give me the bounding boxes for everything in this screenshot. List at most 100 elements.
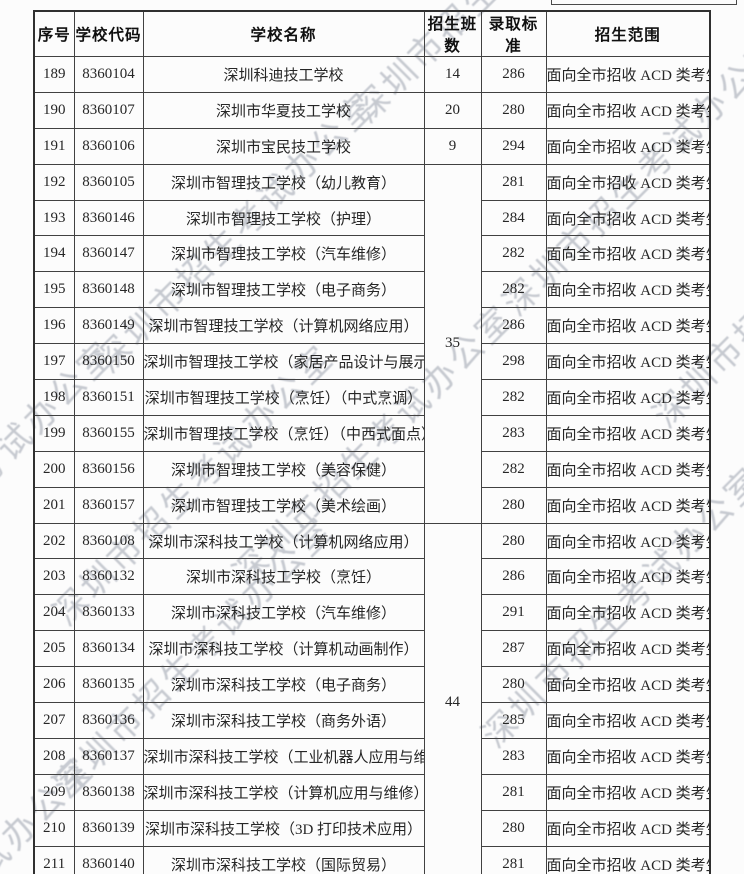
col-header-admission-scope: 招生范围 (545, 10, 711, 57)
cell-admission-scope: 面向全市招收 ACD 类考生 (545, 809, 711, 847)
cell-serial: 198 (33, 379, 75, 416)
cell-admission-standard: 291 (480, 594, 547, 632)
table-row: 202 8360108 深圳市深科技工学校（计算机网络应用） 44 280 面向… (33, 522, 711, 874)
cell-admission-standard: 284 (480, 199, 547, 237)
cell-school-code: 8360135 (73, 666, 144, 704)
cell-school-name: 深圳市智理技工学校（家居产品设计与展示） (142, 343, 425, 381)
table-row: 208 8360137 深圳市深科技工学校（工业机器人应用与维护） 283 面向… (33, 737, 711, 775)
col-header-school-name: 学校名称 (142, 10, 425, 57)
cell-school-code: 8360151 (73, 379, 144, 416)
cell-school-name: 深圳市深科技工学校（计算机网络应用） (142, 522, 425, 560)
table-body: 189 8360104 深圳科迪技工学校 14 286 面向全市招收 ACD 类… (33, 56, 711, 874)
cell-school-name: 深圳市华夏技工学校 (142, 91, 425, 129)
cell-admission-standard: 280 (480, 486, 547, 524)
cell-admission-scope: 面向全市招收 ACD 类考生 (545, 845, 711, 874)
cell-school-name: 深圳市智理技工学校（汽车维修） (142, 235, 425, 273)
cell-school-code: 8360132 (73, 558, 144, 596)
cell-school-code: 8360147 (73, 235, 144, 273)
cell-class-count: 44 (423, 522, 482, 874)
table-row: 192 8360105 深圳市智理技工学校（幼儿教育） 35 281 面向全市招… (33, 163, 711, 524)
cell-admission-standard: 280 (480, 809, 547, 847)
cell-school-code: 8360139 (73, 809, 144, 847)
cell-admission-scope: 面向全市招收 ACD 类考生 (545, 127, 711, 165)
cell-serial: 195 (33, 271, 75, 309)
table-row: 197 8360150 深圳市智理技工学校（家居产品设计与展示） 298 面向全… (33, 343, 711, 381)
cell-admission-standard: 285 (480, 702, 547, 739)
cell-school-name: 深圳市深科技工学校（工业机器人应用与维护） (142, 737, 425, 775)
cell-admission-scope: 面向全市招收 ACD 类考生 (545, 737, 711, 775)
cell-school-name: 深圳市深科技工学校（计算机动画制作） (142, 630, 425, 668)
table-row: 207 8360136 深圳市深科技工学校（商务外语） 285 面向全市招收 A… (33, 702, 711, 739)
table-row: 200 8360156 深圳市智理技工学校（美容保健） 282 面向全市招收 A… (33, 450, 711, 488)
cell-school-code: 8360138 (73, 773, 144, 811)
cell-admission-scope: 面向全市招收 ACD 类考生 (545, 450, 711, 488)
cell-serial: 211 (33, 845, 75, 874)
cell-serial: 203 (33, 558, 75, 596)
cell-class-count: 9 (423, 127, 482, 165)
table-row: 190 8360107 深圳市华夏技工学校 20 280 面向全市招收 ACD … (33, 91, 711, 129)
cell-school-code: 8360134 (73, 630, 144, 668)
cell-serial: 196 (33, 307, 75, 345)
cell-serial: 202 (33, 522, 75, 560)
cell-admission-scope: 面向全市招收 ACD 类考生 (545, 91, 711, 129)
cell-school-code: 8360136 (73, 702, 144, 739)
cell-school-name: 深圳市智理技工学校（烹饪）（中式烹调） (142, 379, 425, 416)
cell-admission-scope: 面向全市招收 ACD 类考生 (545, 414, 711, 452)
table-row: 206 8360135 深圳市深科技工学校（电子商务） 280 面向全市招收 A… (33, 666, 711, 704)
cell-serial: 207 (33, 702, 75, 739)
table-row: 193 8360146 深圳市智理技工学校（护理） 284 面向全市招收 ACD… (33, 199, 711, 237)
cell-serial: 189 (33, 56, 75, 93)
cell-admission-standard: 280 (480, 91, 547, 129)
cell-school-name: 深圳市宝民技工学校 (142, 127, 425, 165)
cell-admission-scope: 面向全市招收 ACD 类考生 (545, 199, 711, 237)
cell-serial: 210 (33, 809, 75, 847)
cell-admission-standard: 281 (480, 163, 547, 201)
cell-school-name: 深圳科迪技工学校 (142, 56, 425, 93)
cell-school-code: 8360106 (73, 127, 144, 165)
cell-admission-standard: 282 (480, 450, 547, 488)
cell-school-name: 深圳市智理技工学校（美容保健） (142, 450, 425, 488)
cell-admission-scope: 面向全市招收 ACD 类考生 (545, 271, 711, 309)
cell-serial: 194 (33, 235, 75, 273)
cell-admission-scope: 面向全市招收 ACD 类考生 (545, 56, 711, 93)
cell-admission-standard: 280 (480, 522, 547, 560)
cell-admission-standard: 281 (480, 845, 547, 874)
cell-admission-standard: 294 (480, 127, 547, 165)
cell-school-name: 深圳市深科技工学校（电子商务） (142, 666, 425, 704)
table-row: 205 8360134 深圳市深科技工学校（计算机动画制作） 287 面向全市招… (33, 630, 711, 668)
table-row: 203 8360132 深圳市深科技工学校（烹饪） 286 面向全市招收 ACD… (33, 558, 711, 596)
table-row: 198 8360151 深圳市智理技工学校（烹饪）（中式烹调） 282 面向全市… (33, 379, 711, 416)
cell-serial: 208 (33, 737, 75, 775)
cell-serial: 190 (33, 91, 75, 129)
table-row: 210 8360139 深圳市深科技工学校（3D 打印技术应用） 280 面向全… (33, 809, 711, 847)
table-row: 199 8360155 深圳市智理技工学校（烹饪）（中西式面点） 283 面向全… (33, 414, 711, 452)
cell-admission-scope: 面向全市招收 ACD 类考生 (545, 379, 711, 416)
cell-admission-scope: 面向全市招收 ACD 类考生 (545, 235, 711, 273)
cell-admission-standard: 286 (480, 307, 547, 345)
cutoff-border-fragment (551, 0, 737, 5)
table-row: 196 8360149 深圳市智理技工学校（计算机网络应用） 286 面向全市招… (33, 307, 711, 345)
cell-admission-standard: 282 (480, 235, 547, 273)
cell-school-code: 8360156 (73, 450, 144, 488)
cell-admission-scope: 面向全市招收 ACD 类考生 (545, 307, 711, 345)
cell-admission-scope: 面向全市招收 ACD 类考生 (545, 163, 711, 201)
cell-serial: 201 (33, 486, 75, 524)
cell-serial: 205 (33, 630, 75, 668)
cell-school-code: 8360148 (73, 271, 144, 309)
cell-serial: 206 (33, 666, 75, 704)
cell-admission-standard: 280 (480, 666, 547, 704)
cell-school-name: 深圳市智理技工学校（电子商务） (142, 271, 425, 309)
table-header: 序号 学校代码 学校名称 招生班数 录取标准 招生范围 (33, 10, 711, 57)
cell-school-name: 深圳市深科技工学校（3D 打印技术应用） (142, 809, 425, 847)
table-row: 195 8360148 深圳市智理技工学校（电子商务） 282 面向全市招收 A… (33, 271, 711, 309)
cell-admission-scope: 面向全市招收 ACD 类考生 (545, 522, 711, 560)
cell-school-code: 8360133 (73, 594, 144, 632)
cell-school-code: 8360104 (73, 56, 144, 93)
cell-serial: 191 (33, 127, 75, 165)
col-header-admission-standard: 录取标准 (480, 10, 547, 57)
cell-school-name: 深圳市智理技工学校（烹饪）（中西式面点） (142, 414, 425, 452)
cell-class-count: 20 (423, 91, 482, 129)
cell-school-name: 深圳市深科技工学校（计算机应用与维修） (142, 773, 425, 811)
cell-admission-standard: 281 (480, 773, 547, 811)
cell-serial: 204 (33, 594, 75, 632)
